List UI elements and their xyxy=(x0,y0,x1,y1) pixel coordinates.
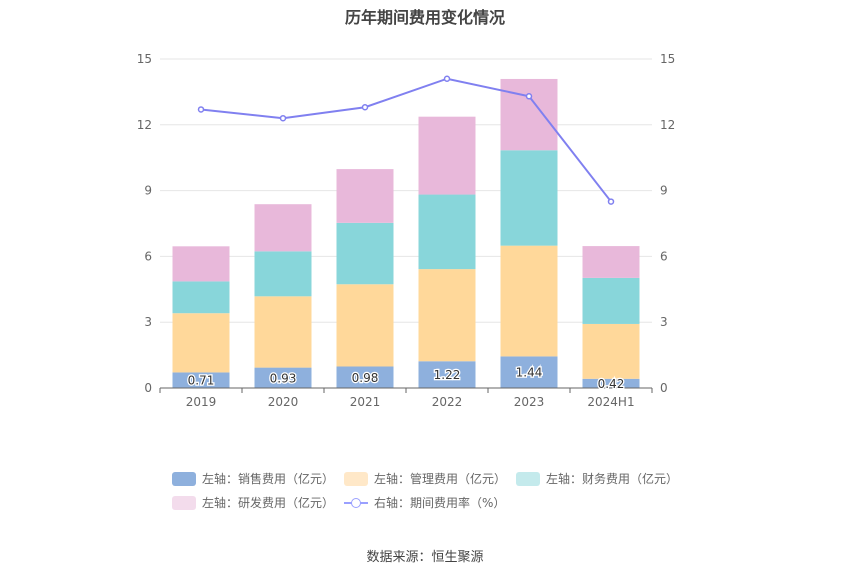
legend-item-sales[interactable]: 左轴：销售费用（亿元） xyxy=(172,470,334,487)
bar-segment-1[interactable] xyxy=(254,296,312,368)
legend-swatch-rnd xyxy=(172,495,196,510)
bar-segment-2[interactable] xyxy=(336,222,394,285)
data-labels: 0.71 0.93 0.98 1.22 1.44 0.42 xyxy=(186,364,625,392)
y-tick-left: 6 xyxy=(144,249,152,263)
bar-segment-1[interactable] xyxy=(500,245,558,357)
bar-segment-1[interactable] xyxy=(336,284,394,367)
bar-segment-2[interactable] xyxy=(582,277,640,324)
y-tick-left: 0 xyxy=(144,381,152,395)
y-tick-right: 0 xyxy=(660,381,668,395)
bar-segment-2[interactable] xyxy=(254,251,312,297)
grid-lines xyxy=(160,58,652,323)
bar-segment-3[interactable] xyxy=(254,204,312,252)
legend-label-admin: 左轴：管理费用（亿元） xyxy=(374,472,507,486)
bar-segment-0[interactable] xyxy=(254,367,312,388)
x-tick-label: 2019 xyxy=(186,395,217,409)
bar-segment-3[interactable] xyxy=(582,246,640,278)
rate-point[interactable] xyxy=(279,114,287,122)
rate-point[interactable] xyxy=(443,75,451,82)
x-tick-label: 2024H1 xyxy=(587,395,634,409)
bar-segment-1[interactable] xyxy=(172,313,230,373)
legend-swatch-sales xyxy=(172,471,196,486)
legend-swatch-finance xyxy=(516,471,540,486)
y-tick-left: 12 xyxy=(137,118,152,132)
y-axis-right: 0 3 6 9 12 15 xyxy=(660,52,675,395)
y-tick-right: 6 xyxy=(660,249,668,263)
legend: 左轴：销售费用（亿元） 左轴：管理费用（亿元） 左轴：财务费用（亿元） 左轴：研… xyxy=(0,470,850,518)
bar-series xyxy=(172,78,640,388)
rate-point[interactable] xyxy=(197,106,205,113)
y-tick-right: 15 xyxy=(660,52,675,66)
y-tick-left: 9 xyxy=(144,184,152,198)
y-tick-right: 9 xyxy=(660,184,668,198)
legend-label-rate: 右轴：期间费用率（%） xyxy=(374,496,506,510)
bar-segment-2[interactable] xyxy=(500,150,558,246)
y-tick-left: 3 xyxy=(144,315,152,329)
legend-label-sales: 左轴：销售费用（亿元） xyxy=(202,472,335,486)
sales-data-label: 1.22 xyxy=(434,368,461,382)
x-axis: 2019 2020 2021 2022 2023 2024H1 xyxy=(159,387,653,409)
y-axis-left: 0 3 6 9 12 15 xyxy=(137,52,152,395)
y-tick-left: 15 xyxy=(137,52,152,66)
rate-line xyxy=(200,77,612,203)
rate-line-series xyxy=(197,75,615,205)
rate-point[interactable] xyxy=(607,198,615,205)
bar-segment-0[interactable] xyxy=(500,356,558,388)
x-tick-label: 2021 xyxy=(350,395,381,409)
x-tick-label: 2022 xyxy=(432,395,463,409)
bar-segment-3[interactable] xyxy=(336,169,394,223)
legend-label-rnd: 左轴：研发费用（亿元） xyxy=(202,496,335,510)
y-tick-right: 12 xyxy=(660,118,675,132)
bar-segment-2[interactable] xyxy=(418,194,476,270)
bar-segment-0[interactable] xyxy=(582,378,640,388)
bar-segment-2[interactable] xyxy=(172,281,230,314)
x-tick-label: 2023 xyxy=(514,395,545,409)
legend-swatch-admin xyxy=(344,471,368,486)
rate-point[interactable] xyxy=(525,93,533,100)
bar-segment-0[interactable] xyxy=(336,366,394,388)
x-tick-label: 2020 xyxy=(268,395,299,409)
bar-segment-1[interactable] xyxy=(418,269,476,362)
data-source: 数据来源：恒生聚源 xyxy=(366,550,484,565)
legend-item-rnd[interactable]: 左轴：研发费用（亿元） xyxy=(172,494,334,511)
bar-segment-0[interactable] xyxy=(418,361,476,388)
sales-data-label: 0.93 xyxy=(270,371,297,385)
legend-item-rate[interactable]: 右轴：期间费用率（%） xyxy=(344,494,505,511)
chart-title: 历年期间费用变化情况 xyxy=(344,8,505,27)
bar-segment-1[interactable] xyxy=(582,323,640,379)
y-tick-right: 3 xyxy=(660,315,668,329)
rate-point[interactable] xyxy=(361,104,369,111)
legend-item-finance[interactable]: 左轴：财务费用（亿元） xyxy=(516,470,678,487)
sales-data-label: 0.98 xyxy=(352,371,379,385)
sales-data-label: 1.44 xyxy=(516,366,543,380)
sales-data-label: 0.42 xyxy=(598,377,625,391)
legend-swatch-rate xyxy=(344,496,368,510)
bar-segment-0[interactable] xyxy=(172,372,230,388)
sales-data-label: 0.71 xyxy=(188,374,215,388)
bar-segment-3[interactable] xyxy=(418,116,476,195)
legend-label-finance: 左轴：财务费用（亿元） xyxy=(546,472,679,486)
legend-item-admin[interactable]: 左轴：管理费用（亿元） xyxy=(344,470,506,487)
bar-segment-3[interactable] xyxy=(172,246,230,282)
bar-segment-3[interactable] xyxy=(500,78,558,151)
